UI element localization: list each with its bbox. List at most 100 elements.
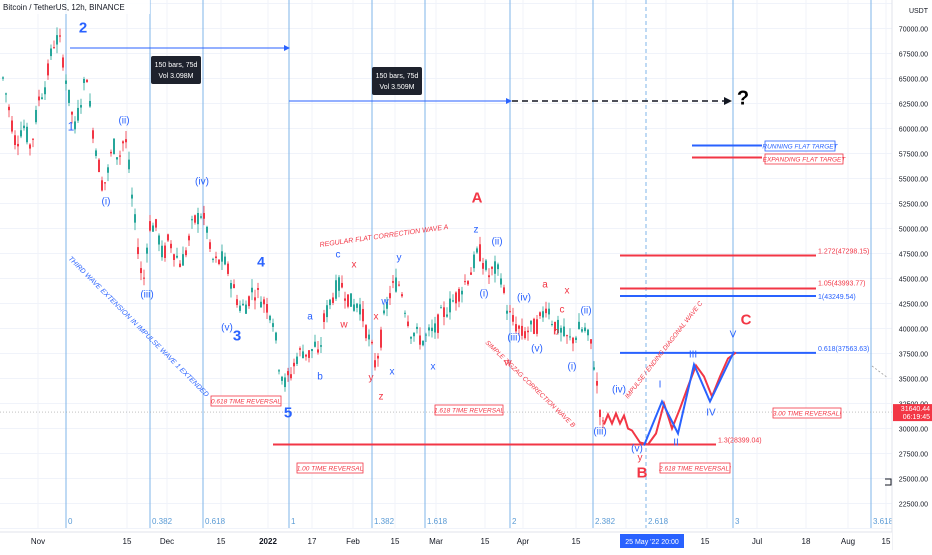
candle-body [353,304,355,311]
price-tick-label: 42500.00 [899,302,928,309]
candle-body [551,323,553,325]
last-price-value: 31640.44 [901,406,930,413]
note-text: 3.00 TIME REVERSAL! [773,411,841,418]
wave-label: x [374,312,379,323]
candle-body [323,313,325,322]
candle-body [269,315,271,321]
range-bars-text: 150 bars, 75d [376,73,419,80]
candle-body [428,327,430,331]
candle-body [20,130,22,137]
time-tick-label: 2022 [259,537,277,546]
candle-body [557,319,559,334]
candle-body [290,374,292,379]
wave-label: b [317,372,323,383]
fib-level-label: 1.05(43993.77) [818,281,865,288]
candle-body [572,337,574,344]
candle-body [506,310,508,314]
candle-body [359,304,361,315]
wave-label: c [336,250,341,261]
candle-body [95,150,97,156]
faint-line [871,365,889,379]
candle-body [74,121,76,130]
candle-body [92,130,94,139]
time-tick-label: Aug [841,537,855,546]
candle-body [482,263,484,269]
candle-body [329,299,331,306]
wave-label: x [565,286,570,297]
candle-body [251,287,253,293]
candle-body [356,303,358,308]
candle-body [395,277,397,292]
candle-body [146,247,148,254]
candle-body [383,310,385,314]
candle-body [596,381,598,386]
price-tick-label: 50000.00 [899,227,928,234]
candle-body [467,281,469,285]
candle-body [410,336,412,339]
candle-body [473,254,475,269]
candle-body [398,284,400,286]
candle-body [593,367,595,370]
candle-body [404,312,406,314]
candle-body [83,78,85,83]
candle-body [200,216,202,218]
candle-body [218,259,220,265]
candle-body [8,106,10,111]
candle-body [464,281,466,283]
range-arrow-head [506,98,512,104]
candle-body [578,321,580,330]
candle-body [371,341,373,344]
candle-body [140,268,142,274]
candle-body [311,349,313,352]
candle-body [377,355,379,359]
candle-body [272,323,274,327]
wave-label: (i) [102,197,111,208]
candle-body [224,256,226,265]
wave-label: (iv) [517,293,531,304]
last-price-countdown: 06:19:45 [903,414,930,421]
candle-body [254,297,256,301]
candle-body [575,337,577,341]
candle-body [41,97,43,99]
wave-label: w [380,297,389,308]
candle-body [281,376,283,381]
range-info-box [151,56,201,84]
candle-body [173,254,175,260]
candle-body [530,320,532,325]
price-unit-label: USDT [909,8,929,15]
candle-body [260,301,262,308]
time-tick-label: Mar [429,537,443,546]
time-tick-label: 17 [308,537,317,546]
candle-body [509,311,511,313]
fib-time-label: 0 [68,517,73,526]
horizontal-levels: 1.272(47298.15) 1.05(43993.77) 1(43249.54)… [0,144,892,446]
chart-title: Bitcoin / TetherUS, 12h, BINANCE [3,3,125,12]
time-tick-label: 15 [882,537,891,546]
candle-body [77,107,79,121]
candle-body [161,245,163,258]
wave-label: (ii) [118,116,129,127]
candle-body [533,318,535,334]
impulse-forecast-path [643,351,735,446]
candle-body [422,340,424,346]
candle-body [425,334,427,336]
candle-body [545,308,547,314]
wave-label: II [673,438,679,449]
candle-body [362,308,364,322]
candle-body [449,298,451,313]
wave-labels: 21 (ii)(i)(iv)(iii)4(v) 35cabxwywxyxzxAz(i… [68,20,752,482]
wave-label: x [352,260,357,271]
candle-body [293,362,295,367]
note-text: 2.618 TIME REVERSAL! [658,466,731,473]
wave-label: (ii) [580,306,591,317]
fib-time-label: 3.618 [873,517,894,526]
price-tick-label: 47500.00 [899,252,928,259]
projection-arrow-head [724,97,732,105]
time-tick-label: 15 [701,537,710,546]
note-box [296,462,364,474]
candle-body [380,329,382,348]
note-text: RUNNING FLAT TARGET [762,144,838,151]
candle-body [284,377,286,388]
